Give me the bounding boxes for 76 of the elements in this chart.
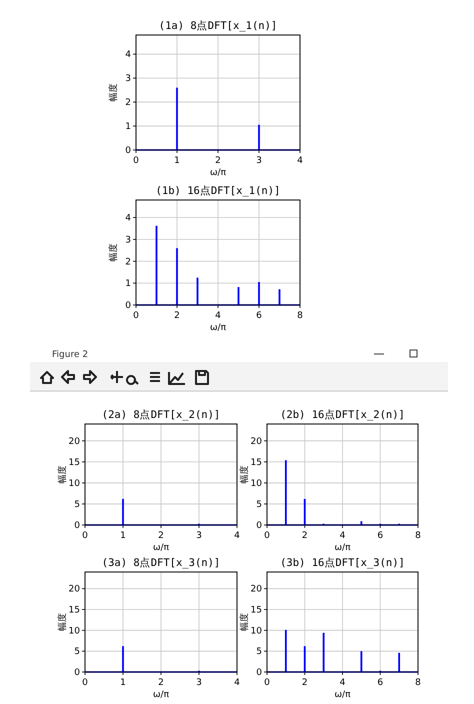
x-axis-title: ω/π — [153, 543, 170, 553]
y-tick-label: 20 — [250, 436, 262, 447]
x-axis-title: ω/π — [334, 690, 352, 700]
y-tick-label: 2 — [125, 98, 131, 108]
y-tick-label: 4 — [125, 50, 132, 60]
y-tick-label: 15 — [68, 606, 80, 616]
y-tick-label: 5 — [256, 500, 262, 510]
y-tick-label: 10 — [250, 626, 262, 636]
chart-title: (2a) 8点DFT[x_2(n)] — [102, 408, 220, 421]
chart-title: (3b) 16点DFT[x_3(n)] — [280, 556, 405, 569]
x-axis-title: ω/π — [153, 690, 170, 700]
x-axis-title: ω/π — [210, 323, 227, 333]
x-tick-label: 6 — [377, 531, 384, 541]
y-tick-label: 4 — [125, 214, 132, 224]
y-tick-label: 5 — [74, 500, 80, 510]
y-axis-title: 幅度 — [108, 84, 119, 102]
x-tick-label: 0 — [264, 531, 270, 541]
x-tick-label: 2 — [158, 531, 164, 541]
y-tick-label: 5 — [256, 647, 262, 658]
x-tick-label: 8 — [297, 311, 304, 321]
chart-title: (1b) 16点DFT[x_1(n)] — [156, 184, 280, 197]
y-tick-label: 1 — [125, 122, 131, 132]
y-tick-label: 0 — [256, 668, 262, 678]
x-tick-label: 0 — [264, 678, 270, 688]
y-tick-label: 0 — [74, 521, 80, 531]
y-tick-label: 20 — [68, 436, 80, 447]
y-tick-label: 2 — [125, 257, 131, 268]
y-tick-label: 3 — [125, 74, 131, 84]
x-tick-label: 8 — [415, 678, 422, 688]
y-tick-label: 20 — [250, 584, 262, 595]
y-tick-label: 0 — [74, 668, 80, 678]
y-tick-label: 1 — [125, 279, 131, 290]
x-axis-title: ω/π — [334, 543, 352, 553]
x-tick-label: 4 — [234, 678, 240, 688]
text: Figure 2 — [52, 350, 88, 360]
chart-title: (1a) 8点DFT[x_1(n)] — [158, 19, 278, 32]
x-axis-title: ω/π — [210, 168, 227, 178]
y-tick-label: 0 — [256, 521, 262, 531]
x-tick-label: 3 — [196, 531, 202, 541]
y-tick-label: 0 — [125, 146, 132, 156]
x-tick-label: 8 — [415, 531, 422, 541]
y-tick-label: 3 — [125, 235, 131, 246]
y-axis-title: 幅度 — [57, 613, 68, 631]
y-axis-title: 幅度 — [239, 613, 250, 631]
x-tick-label: 2 — [302, 678, 308, 688]
x-tick-label: 4 — [340, 678, 346, 688]
y-tick-label: 15 — [250, 606, 262, 616]
x-tick-label: 1 — [174, 156, 180, 166]
x-tick-label: 6 — [256, 311, 262, 321]
y-tick-label: 10 — [68, 626, 80, 636]
x-tick-label: 4 — [215, 311, 222, 321]
x-tick-label: 4 — [340, 531, 346, 541]
x-tick-label: 3 — [196, 678, 202, 688]
chart-title: (3a) 8点DFT[x_3(n)] — [102, 556, 220, 569]
y-axis-title: 幅度 — [239, 466, 250, 484]
y-tick-label: 15 — [68, 458, 80, 468]
y-tick-label: 15 — [250, 458, 262, 468]
y-axis-title: 幅度 — [108, 244, 119, 262]
x-tick-label: 4 — [234, 531, 240, 541]
x-tick-label: 6 — [377, 678, 384, 688]
x-tick-label: 2 — [158, 678, 164, 688]
y-tick-label: 5 — [74, 647, 80, 658]
chart-title: (2b) 16点DFT[x_2(n)] — [280, 408, 405, 421]
y-tick-label: 10 — [68, 478, 80, 489]
x-tick-label: 0 — [133, 156, 140, 166]
x-tick-label: 0 — [82, 531, 88, 541]
x-tick-label: 2 — [302, 531, 308, 541]
x-tick-label: 2 — [215, 156, 221, 166]
x-tick-label: 0 — [133, 311, 140, 321]
y-tick-label: 20 — [68, 584, 80, 595]
x-tick-label: 2 — [174, 311, 180, 321]
x-tick-label: 0 — [82, 678, 88, 688]
y-tick-label: 10 — [250, 478, 262, 489]
y-axis-title: 幅度 — [57, 466, 68, 484]
y-tick-label: 0 — [125, 301, 132, 311]
x-tick-label: 4 — [297, 156, 304, 166]
